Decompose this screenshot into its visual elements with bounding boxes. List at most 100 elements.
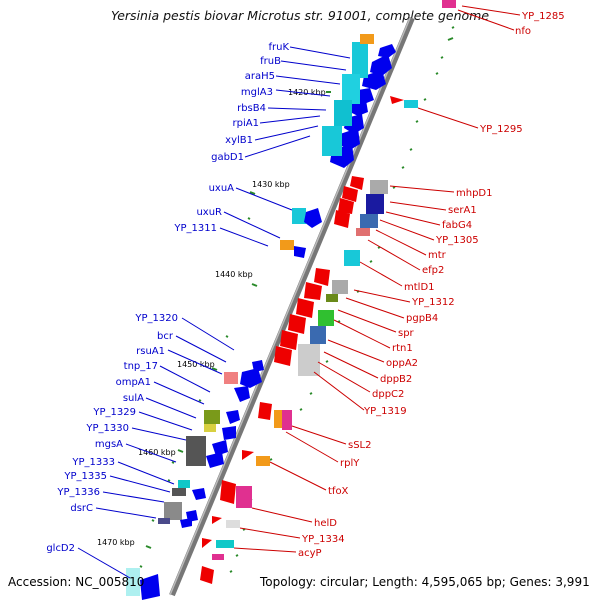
accession-label: Accession: xyxy=(8,575,72,589)
gene-label[interactable]: rbsB4 xyxy=(237,103,266,114)
gene-box xyxy=(360,34,374,44)
gene-label[interactable]: ompA1 xyxy=(116,377,151,388)
gene-label[interactable]: YP_1295 xyxy=(479,124,523,135)
gene-arrow xyxy=(314,268,330,286)
gene-label[interactable]: YP_1319 xyxy=(363,406,407,417)
gene-label[interactable]: araH5 xyxy=(245,71,275,82)
gene-label[interactable]: dsrC xyxy=(70,503,93,514)
gene-label[interactable]: mglA3 xyxy=(241,87,273,98)
gene-label[interactable]: fruB xyxy=(260,56,281,67)
accession-value: NC_005810 xyxy=(75,575,145,589)
gene-label[interactable]: fabG4 xyxy=(442,220,472,231)
gene-box xyxy=(224,372,238,384)
left-label-text: fruK fruB araH5 mglA3 rbsB4 rpiA1 xylB1 … xyxy=(46,42,289,554)
gene-arrow xyxy=(296,298,314,318)
gene-box xyxy=(292,208,306,224)
gene-label[interactable]: YP_1312 xyxy=(411,297,455,308)
gene-label[interactable]: mgsA xyxy=(95,439,123,450)
gene-label[interactable]: nfo xyxy=(515,26,531,37)
gene-arrow xyxy=(280,330,298,350)
genes-label: Genes: xyxy=(509,575,552,589)
gene-label[interactable]: YP_1335 xyxy=(63,471,107,482)
stats-separator: ; xyxy=(501,575,506,589)
gene-arrow xyxy=(304,208,322,228)
gene-label[interactable]: dppC2 xyxy=(372,389,404,400)
gene-arrow xyxy=(212,516,222,524)
gene-arrow xyxy=(200,566,214,584)
gene-label[interactable]: glcD2 xyxy=(46,543,75,554)
gene-box xyxy=(322,126,342,156)
gene-label[interactable]: YP_1330 xyxy=(85,423,129,434)
genome-backbone xyxy=(169,16,415,597)
gene-label[interactable]: YP_1336 xyxy=(56,487,100,498)
gene-label[interactable]: mtr xyxy=(428,250,447,261)
gene-box xyxy=(326,294,338,302)
gene-label[interactable]: tfoX xyxy=(328,486,349,497)
gene-label[interactable]: uxuR xyxy=(196,207,222,218)
gene-box xyxy=(366,194,384,214)
topology-value: circular xyxy=(319,575,365,589)
gene-label[interactable]: sulA xyxy=(123,393,144,404)
gene-label[interactable]: fruK xyxy=(268,42,289,53)
gene-label[interactable]: spr xyxy=(398,328,415,339)
gene-arrow xyxy=(350,176,364,190)
gene-box xyxy=(280,240,294,250)
gene-label[interactable]: mtlD1 xyxy=(404,282,435,293)
gene-box xyxy=(356,228,370,236)
length-label: Length: xyxy=(372,575,418,589)
gene-box xyxy=(186,436,206,466)
gene-label[interactable]: dppB2 xyxy=(380,374,412,385)
gene-box xyxy=(360,214,378,228)
kbp-tick-label: 1420 kbp xyxy=(288,88,326,97)
gene-arrow xyxy=(258,402,272,420)
gene-box xyxy=(164,502,182,520)
gene-label[interactable]: helD xyxy=(314,518,337,529)
gene-arrow xyxy=(294,246,306,258)
genome-backbone-highlight xyxy=(169,17,411,596)
gene-arrow xyxy=(288,314,306,334)
gene-label[interactable]: efp2 xyxy=(422,265,444,276)
gene-box xyxy=(256,456,270,466)
right-features xyxy=(200,0,456,584)
left-gene-labels xyxy=(77,46,351,579)
gene-arrow xyxy=(304,282,322,300)
gene-label[interactable]: sSL2 xyxy=(348,440,372,451)
gene-label[interactable]: rplY xyxy=(340,458,360,469)
gene-label[interactable]: gabD1 xyxy=(211,152,244,163)
map-title: Yersinia pestis biovar Microtus str. 910… xyxy=(110,8,490,23)
gene-label[interactable]: YP_1285 xyxy=(521,11,565,22)
gene-label[interactable]: tnp_17 xyxy=(124,361,158,372)
gene-arrow xyxy=(370,54,392,76)
gene-label[interactable]: acyP xyxy=(298,548,322,559)
gene-label[interactable]: YP_1334 xyxy=(301,534,345,545)
gene-label[interactable]: YP_1305 xyxy=(435,235,479,246)
gene-label[interactable]: YP_1333 xyxy=(71,457,115,468)
gene-box xyxy=(404,100,418,108)
gene-label[interactable]: rpiA1 xyxy=(233,118,259,129)
gene-label[interactable]: rtn1 xyxy=(392,343,413,354)
gene-label[interactable]: YP_1329 xyxy=(92,407,136,418)
gene-label[interactable]: mhpD1 xyxy=(456,188,493,199)
gene-arrow xyxy=(240,368,262,388)
kbp-tick-label: 1430 kbp xyxy=(252,180,290,189)
gene-label[interactable]: YP_1311 xyxy=(173,223,217,234)
gene-label[interactable]: rsuA1 xyxy=(136,346,165,357)
gene-box xyxy=(204,410,220,424)
gene-label[interactable]: oppA2 xyxy=(386,358,418,369)
gene-arrow xyxy=(234,386,250,402)
gene-box xyxy=(442,0,456,8)
gene-label[interactable]: YP_1320 xyxy=(134,313,178,324)
gene-label[interactable]: serA1 xyxy=(448,205,477,216)
gene-box xyxy=(204,424,216,432)
gene-label[interactable]: bcr xyxy=(157,331,174,342)
gene-label[interactable]: pgpB4 xyxy=(406,313,438,324)
gene-arrow xyxy=(334,210,350,228)
gene-box xyxy=(352,42,368,78)
gene-arrow xyxy=(140,574,160,600)
gene-box xyxy=(274,410,284,428)
gene-label[interactable]: xylB1 xyxy=(225,135,253,146)
gene-label[interactable]: uxuA xyxy=(209,183,235,194)
topology-label: Topology: xyxy=(260,575,317,589)
